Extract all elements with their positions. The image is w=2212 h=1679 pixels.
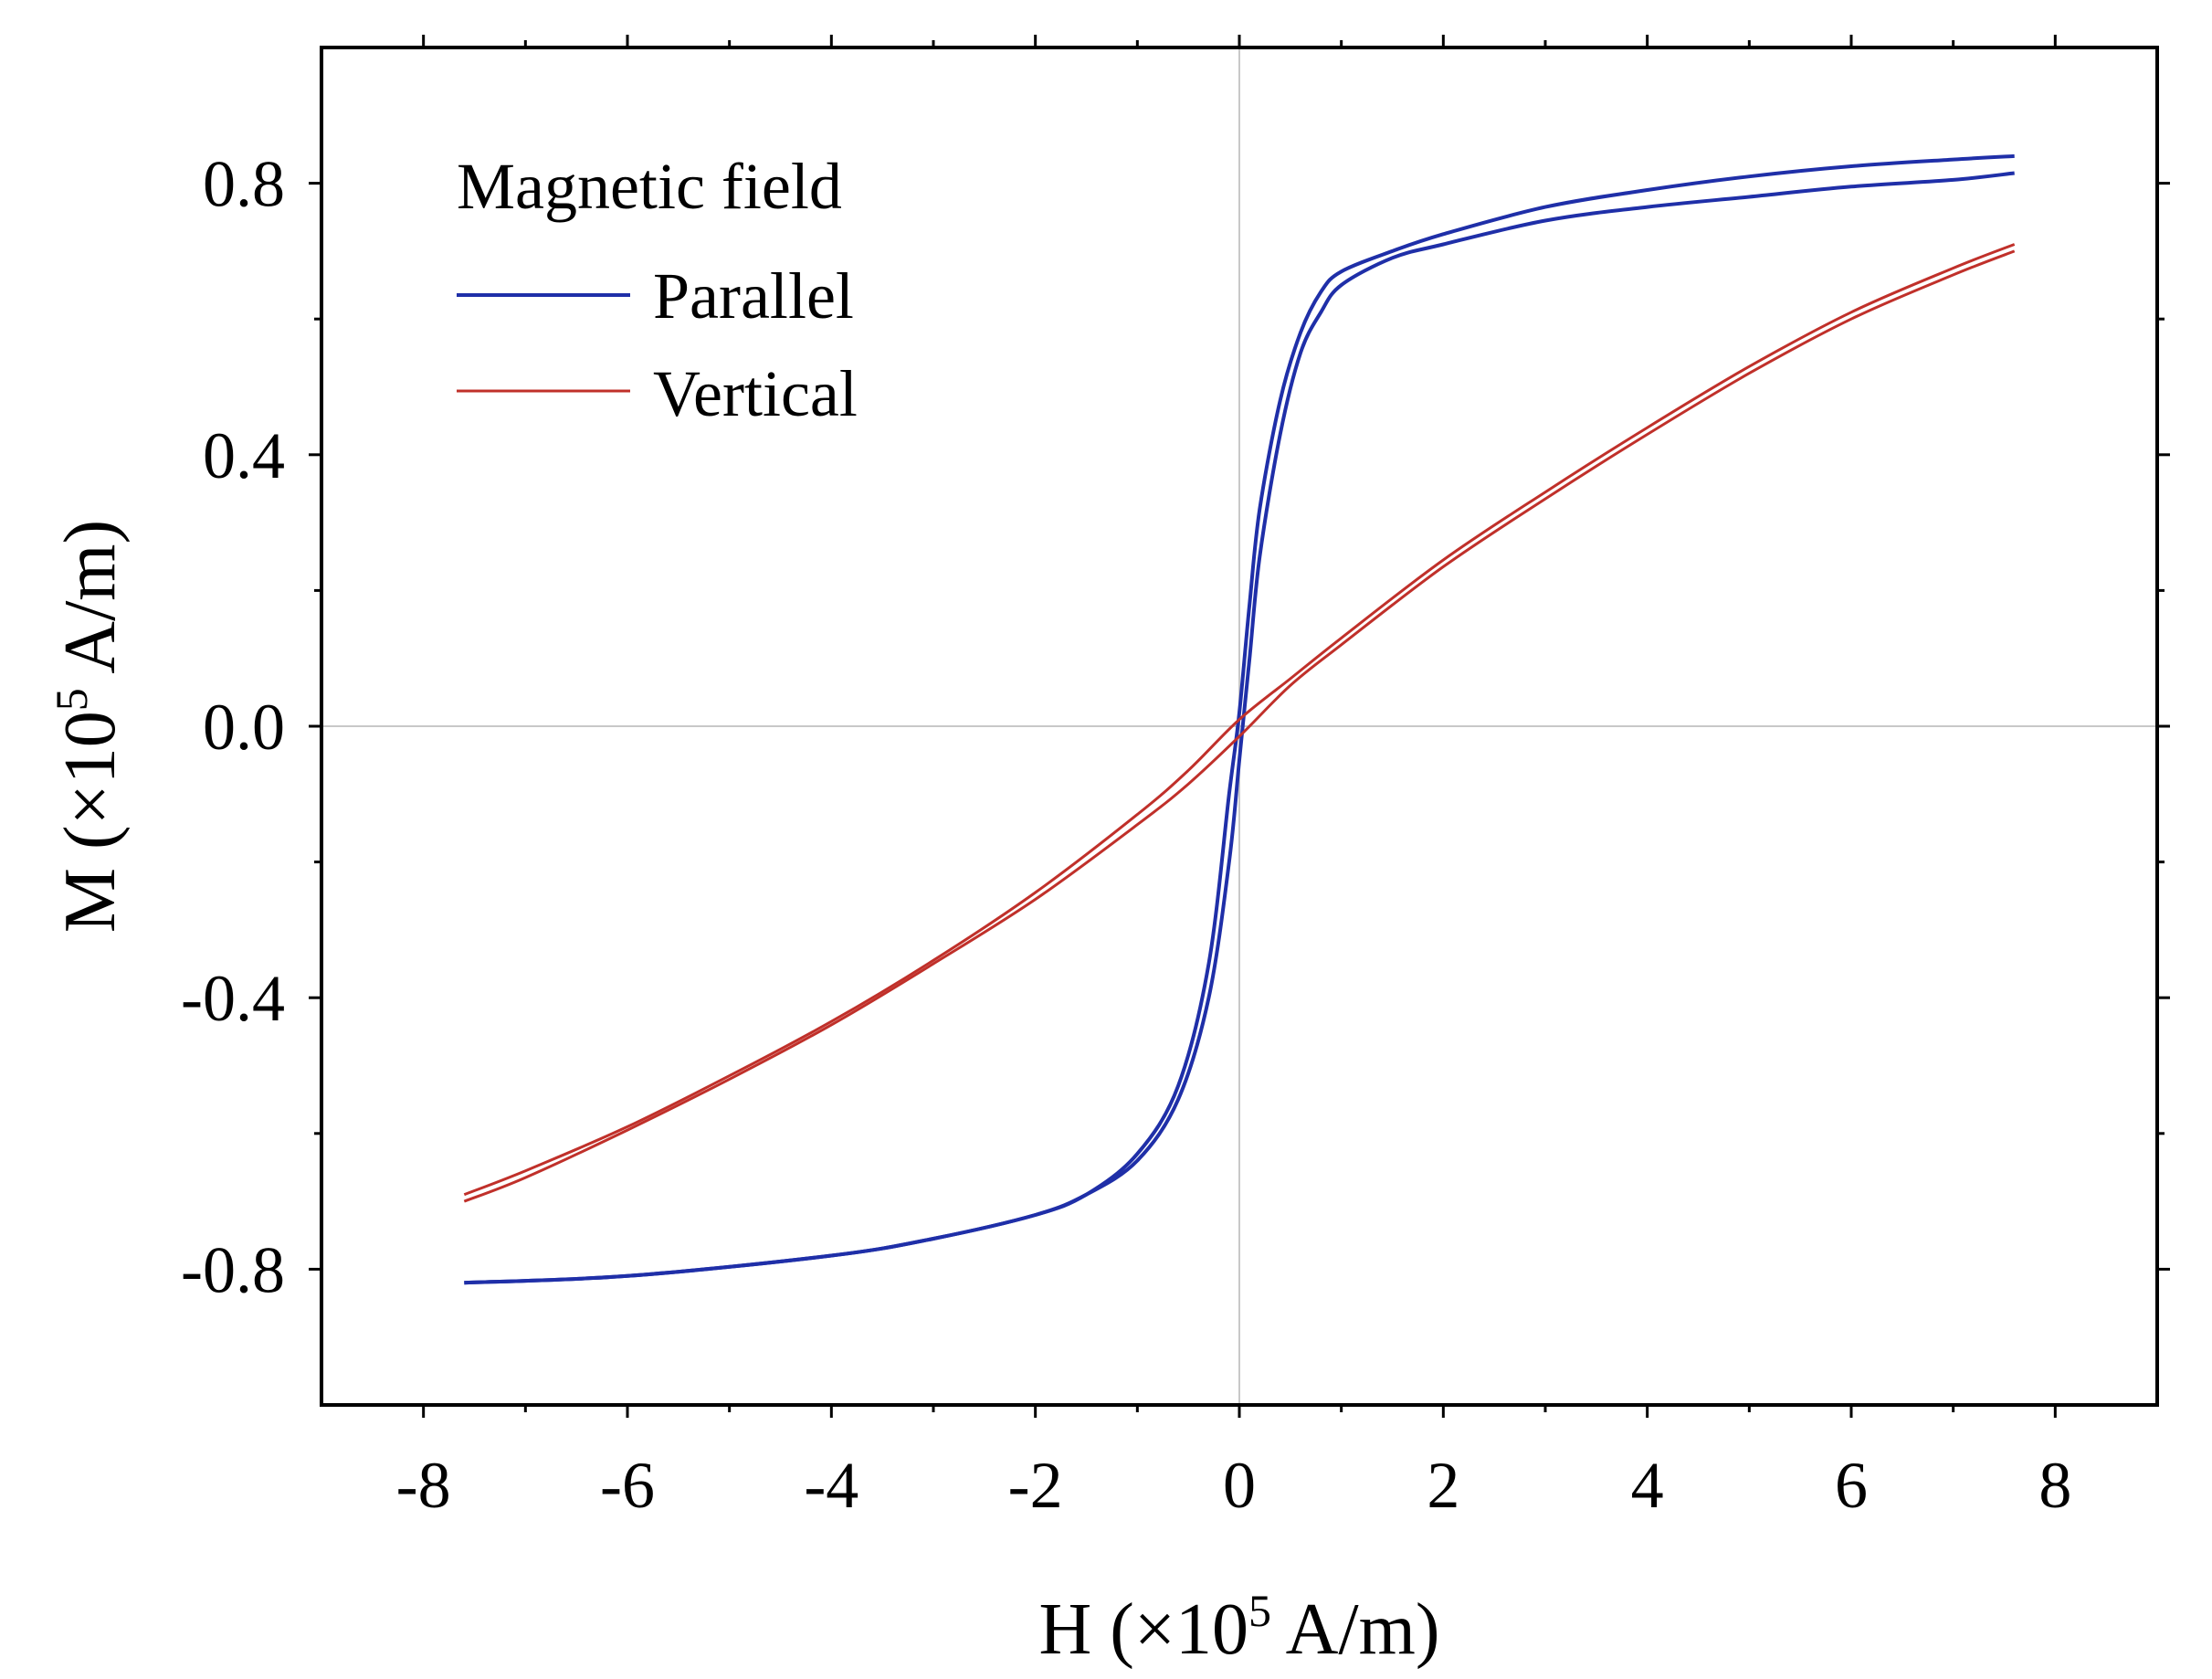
y-axis-title: M (×105 A/m) — [46, 520, 131, 933]
x-tick-label: 2 — [1427, 1449, 1459, 1522]
ticks — [309, 35, 2170, 1418]
x-tick-label: -6 — [600, 1449, 655, 1522]
x-tick-label: -4 — [804, 1449, 858, 1522]
series-vertical-ascending — [463, 249, 2016, 1203]
x-tick-label: 0 — [1223, 1449, 1256, 1522]
series-layer — [463, 153, 2016, 1285]
y-axis-title-pre: M (×10 — [50, 711, 131, 933]
x-tick-label: -8 — [396, 1449, 451, 1522]
y-axis-title-sup: 5 — [46, 688, 97, 711]
y-tick-label: 0.8 — [203, 148, 285, 221]
x-axis-title-post: A/m) — [1271, 1589, 1439, 1670]
x-tick-label: 4 — [1631, 1449, 1664, 1522]
x-tick-label: -2 — [1008, 1449, 1063, 1522]
x-tick-label: 8 — [2038, 1449, 2071, 1522]
x-axis-title-sup: 5 — [1248, 1585, 1271, 1636]
y-tick-label: -0.8 — [181, 1233, 285, 1306]
x-tick-label: 6 — [1835, 1449, 1868, 1522]
series-parallel-descending — [464, 153, 2015, 1285]
x-axis-title-pre: H (×10 — [1039, 1589, 1249, 1670]
legend-label-parallel: Parallel — [653, 259, 854, 333]
y-tick-label: -0.4 — [181, 962, 285, 1035]
tick-labels: -8 -6 -4 -2 0 2 4 6 8 -0.8 -0.4 0.0 0.4 0.8 — [181, 148, 2071, 1522]
x-axis-title: H (×105 A/m) — [1039, 1585, 1440, 1670]
legend: Magnetic field Parallel Vertical — [457, 150, 858, 430]
y-tick-label: 0.0 — [203, 691, 285, 764]
legend-label-vertical: Vertical — [653, 357, 858, 430]
y-tick-label: 0.4 — [203, 419, 285, 492]
series-vertical-descending — [463, 243, 2016, 1197]
legend-title: Magnetic field — [457, 150, 842, 223]
y-axis-title-post: A/m) — [50, 520, 131, 688]
